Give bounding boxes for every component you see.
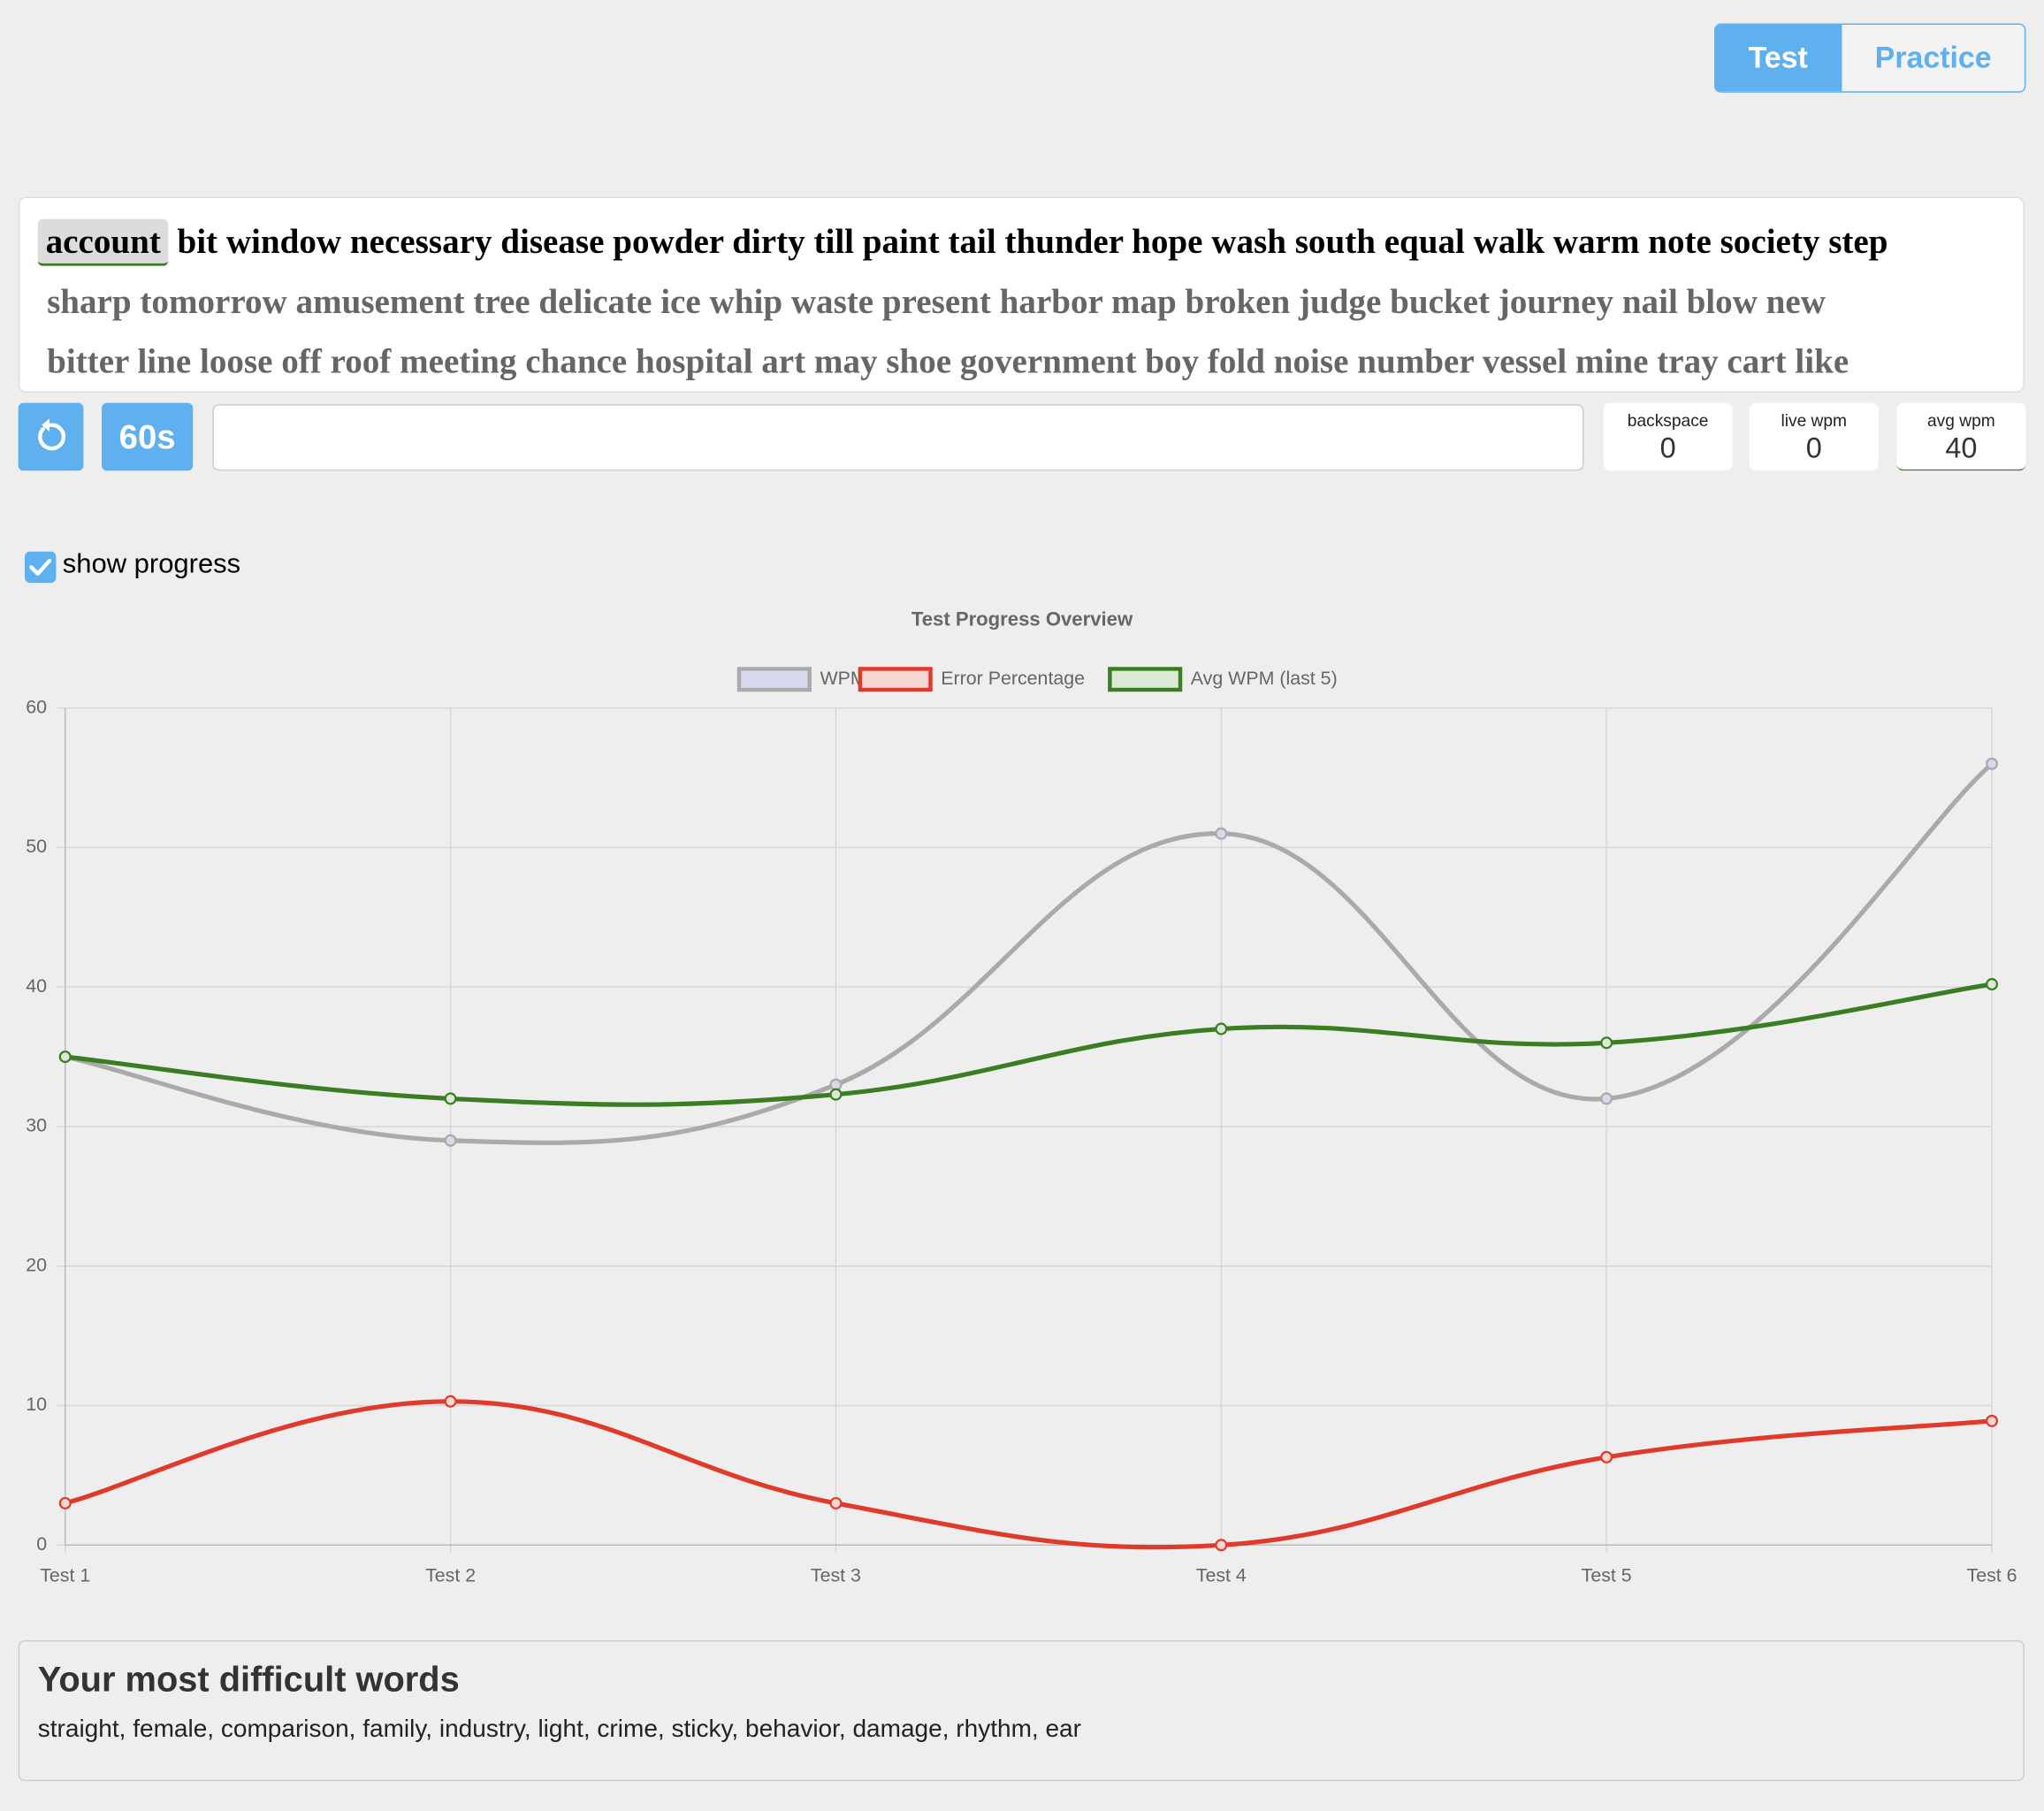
data-point <box>1215 827 1228 840</box>
chart-title: Test Progress Overview <box>911 608 1133 630</box>
typing-input[interactable] <box>212 404 1584 471</box>
chart: Test Progress Overview 0 10 20 30 40 50 60 Test… <box>26 608 2017 1586</box>
y-tick-label: 30 <box>26 1115 47 1136</box>
data-point <box>1215 1022 1228 1035</box>
check-icon <box>29 558 52 576</box>
data-point <box>1600 1450 1613 1463</box>
stat-value: 0 <box>1659 432 1676 464</box>
data-point <box>1986 1414 1999 1427</box>
data-point <box>1600 1092 1613 1105</box>
y-tick-label: 10 <box>26 1394 47 1415</box>
y-tick-label: 40 <box>26 975 47 997</box>
x-tick-label: Test 5 <box>1582 1564 1632 1586</box>
current-word: account <box>37 218 169 266</box>
data-point <box>1986 978 1999 991</box>
stat-box: live wpm 0 <box>1749 402 1879 471</box>
legend-label: Avg WPM (last 5) <box>1191 668 1338 689</box>
x-tick-label: Test 6 <box>1967 1564 2017 1586</box>
stat-label: avg wpm <box>1927 410 1995 431</box>
word-box: account bit window necessary disease pow… <box>18 196 2025 393</box>
legend-label: Error Percentage <box>941 668 1085 689</box>
data-point <box>1600 1036 1613 1050</box>
y-tick-label: 0 <box>36 1533 47 1555</box>
series-line <box>65 1399 1993 1550</box>
difficult-words-list: straight, female, comparison, family, in… <box>37 1715 1081 1744</box>
x-tick-label: Test 4 <box>1196 1564 1247 1586</box>
difficult-words-panel: Your most difficult words straight, fema… <box>18 1639 2025 1782</box>
y-tick-label: 60 <box>26 696 47 717</box>
stat-box: backspace 0 <box>1603 402 1733 471</box>
legend-swatch <box>858 667 933 692</box>
series-line <box>65 982 1993 1107</box>
mode-toggle: Test Practice <box>1713 23 2026 93</box>
checkbox-label[interactable]: show progress <box>62 548 241 579</box>
data-point <box>444 1134 457 1147</box>
mode-button[interactable]: Practice <box>1840 25 2025 92</box>
y-tick-label: 20 <box>26 1254 47 1275</box>
data-point <box>1215 1539 1228 1552</box>
legend-swatch <box>736 667 812 692</box>
data-point <box>1986 757 1999 770</box>
stat-box: avg wpm 40 <box>1896 402 2026 471</box>
y-tick-label: 50 <box>26 836 47 857</box>
mode-button[interactable]: Test <box>1715 25 1841 92</box>
data-point <box>444 1092 457 1105</box>
stat-label: live wpm <box>1781 410 1848 431</box>
reload-icon <box>38 418 65 451</box>
word-line-text: bit window necessary disease powder dirt… <box>177 221 1888 261</box>
reload-button[interactable] <box>18 402 84 471</box>
word-line: account bit window necessary disease pow… <box>37 211 2005 271</box>
timer-button[interactable]: 60s <box>102 402 194 471</box>
data-point <box>58 1496 72 1509</box>
word-line: bitter line loose off roof meeting chanc… <box>47 341 1850 381</box>
x-tick-label: Test 1 <box>40 1564 90 1586</box>
series-line <box>65 761 1994 1145</box>
data-point <box>444 1395 457 1408</box>
x-tick-label: Test 2 <box>425 1564 476 1586</box>
data-point <box>829 1496 843 1509</box>
data-point <box>829 1088 843 1101</box>
checkbox[interactable] <box>25 551 57 584</box>
panel-title: Your most difficult words <box>37 1660 460 1700</box>
stat-value: 40 <box>1945 432 1978 464</box>
word-line: sharp tomorrow amusement tree delicate i… <box>47 281 1826 321</box>
data-point <box>58 1051 72 1064</box>
legend-swatch <box>1108 667 1183 692</box>
stat-value: 0 <box>1805 432 1822 464</box>
stat-label: backspace <box>1627 410 1709 431</box>
x-tick-label: Test 3 <box>811 1564 861 1586</box>
